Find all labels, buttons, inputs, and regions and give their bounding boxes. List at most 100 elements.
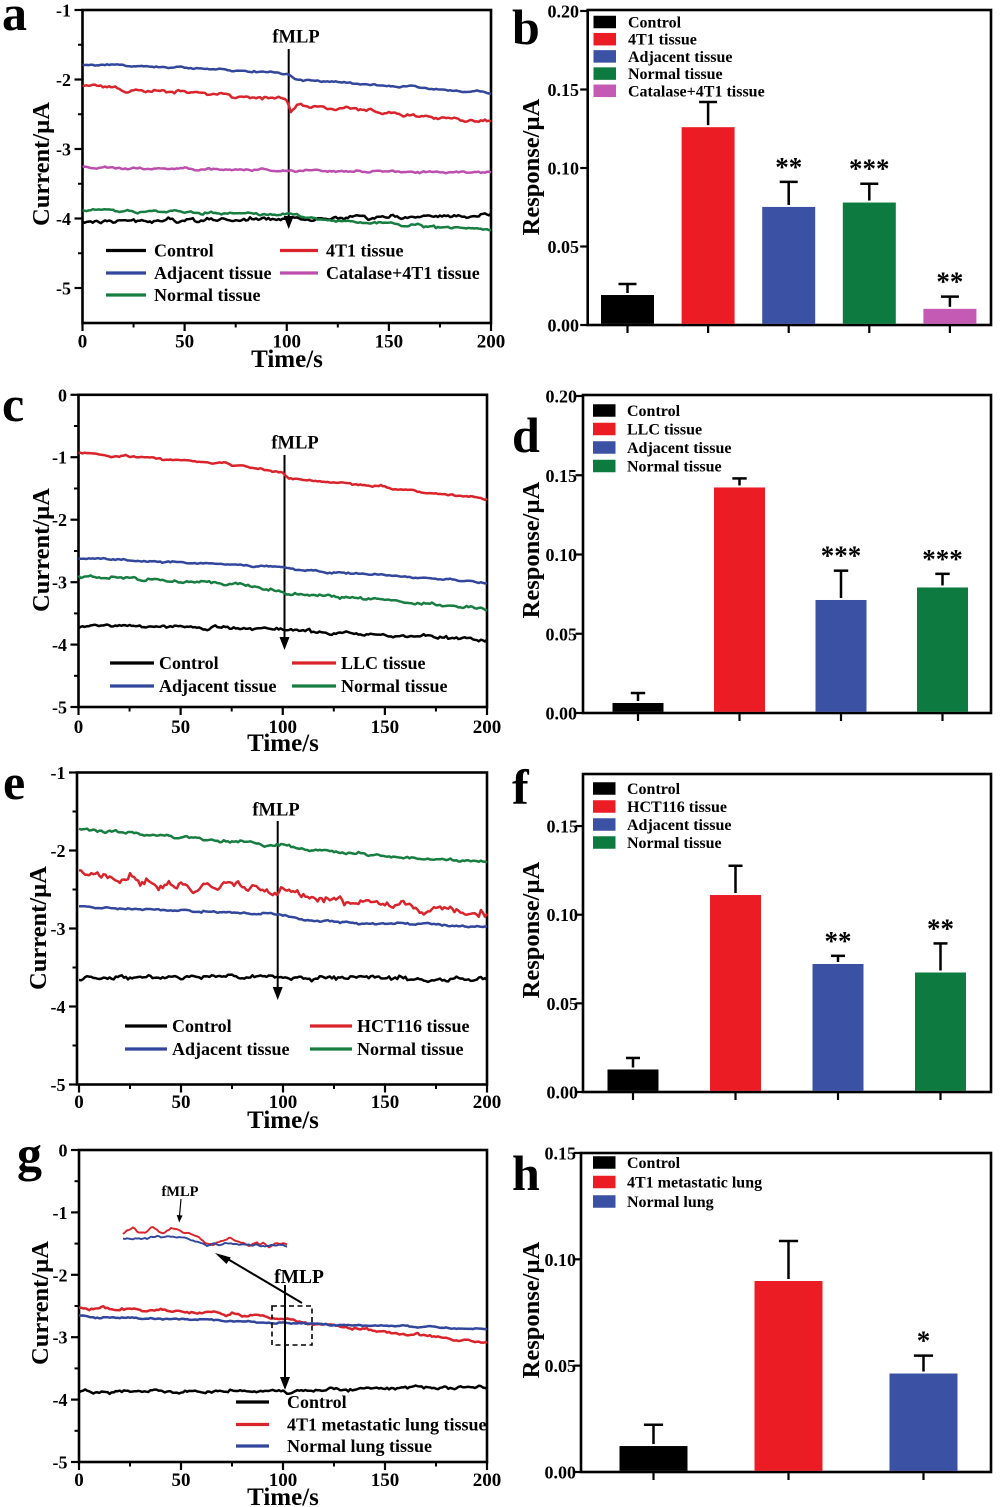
svg-text:fMLP: fMLP [161,1184,198,1200]
svg-text:200: 200 [473,717,502,738]
svg-text:g: g [17,1126,42,1182]
svg-text:200: 200 [473,1092,502,1113]
svg-text:Adjacent tissue: Adjacent tissue [627,440,731,457]
svg-text:Time/s: Time/s [247,730,319,757]
svg-text:0.15: 0.15 [547,817,579,837]
svg-text:LLC tissue: LLC tissue [627,422,702,439]
svg-text:Response/µA: Response/µA [518,1241,545,1378]
svg-text:HCT116 tissue: HCT116 tissue [627,799,727,816]
svg-text:4T1 tissue: 4T1 tissue [628,32,697,49]
svg-text:-2: -2 [53,1265,68,1285]
svg-text:100: 100 [269,717,298,738]
svg-text:0.00: 0.00 [548,316,580,336]
svg-text:-5: -5 [56,279,71,299]
svg-text:Catalase+4T1 tissue: Catalase+4T1 tissue [628,83,765,100]
svg-text:Time/s: Time/s [247,1107,319,1134]
svg-text:50: 50 [171,717,190,738]
svg-text:c: c [2,376,24,432]
svg-text:200: 200 [477,332,506,353]
svg-text:0.05: 0.05 [548,237,580,257]
svg-text:4T1 metastatic lung tissue: 4T1 metastatic lung tissue [287,1415,487,1435]
svg-text:0.00: 0.00 [546,704,578,724]
svg-text:200: 200 [473,1470,502,1491]
svg-text:0.00: 0.00 [545,1463,577,1483]
svg-text:Time/s: Time/s [247,1484,319,1507]
svg-text:Normal tissue: Normal tissue [357,1039,464,1059]
svg-text:***: *** [821,541,862,571]
svg-text:fMLP: fMLP [252,801,299,821]
svg-text:-1: -1 [51,763,66,783]
svg-text:Control: Control [627,403,681,420]
svg-text:Catalase+4T1 tissue: Catalase+4T1 tissue [326,263,480,283]
svg-text:150: 150 [375,332,404,353]
svg-text:Normal lung: Normal lung [627,1194,714,1211]
svg-text:-4: -4 [53,1390,68,1410]
svg-text:-3: -3 [52,573,67,593]
svg-text:Normal tissue: Normal tissue [627,459,722,476]
svg-text:Adjacent tissue: Adjacent tissue [627,817,731,834]
svg-text:Adjacent tissue: Adjacent tissue [159,676,277,696]
svg-text:-3: -3 [53,1328,68,1348]
svg-text:**: ** [825,926,852,956]
svg-text:fMLP: fMLP [272,28,319,48]
svg-text:100: 100 [273,332,302,353]
svg-text:150: 150 [371,1470,400,1491]
svg-text:LLC tissue: LLC tissue [341,653,426,673]
svg-text:4T1 metastatic lung: 4T1 metastatic lung [627,1175,762,1192]
svg-text:0.10: 0.10 [545,1250,577,1270]
svg-text:b: b [512,0,540,55]
svg-text:0.05: 0.05 [546,624,578,644]
svg-text:150: 150 [371,717,400,738]
svg-text:0.15: 0.15 [545,1143,577,1163]
svg-text:-2: -2 [56,70,71,90]
svg-text:Current/µA: Current/µA [27,1241,54,1365]
svg-text:***: *** [922,544,963,574]
svg-text:0.10: 0.10 [548,159,580,179]
svg-text:0: 0 [74,1470,84,1491]
svg-text:0.10: 0.10 [547,905,579,925]
svg-text:fMLP: fMLP [271,434,318,454]
svg-text:Adjacent tissue: Adjacent tissue [172,1039,290,1059]
svg-text:50: 50 [172,1470,191,1491]
svg-text:Normal tissue: Normal tissue [341,676,448,696]
svg-text:e: e [3,754,25,810]
svg-text:0: 0 [74,717,84,738]
svg-text:Normal tissue: Normal tissue [627,835,722,852]
svg-text:0.15: 0.15 [546,466,578,486]
svg-text:Response/µA: Response/µA [518,481,545,618]
svg-text:100: 100 [269,1092,298,1113]
svg-text:Current/µA: Current/µA [25,866,52,990]
svg-text:4T1 tissue: 4T1 tissue [326,241,404,261]
svg-text:a: a [2,0,27,41]
svg-text:0: 0 [74,1092,84,1113]
svg-text:Response/µA: Response/µA [518,98,545,235]
svg-text:d: d [512,407,540,463]
svg-text:-1: -1 [53,1203,68,1223]
svg-text:***: *** [849,154,890,184]
svg-text:-4: -4 [52,635,67,655]
svg-text:0.05: 0.05 [545,1356,577,1376]
svg-text:*: * [917,1326,931,1356]
svg-text:0.15: 0.15 [548,80,580,100]
svg-text:-2: -2 [51,841,66,861]
svg-text:Control: Control [287,1392,347,1412]
svg-text:0.05: 0.05 [547,994,579,1014]
svg-text:0: 0 [58,385,67,405]
svg-text:Control: Control [628,15,682,32]
svg-text:HCT116 tissue: HCT116 tissue [357,1016,470,1036]
svg-text:-5: -5 [53,1453,68,1473]
svg-text:50: 50 [175,332,194,353]
svg-text:150: 150 [371,1092,400,1113]
svg-text:-4: -4 [51,997,66,1017]
svg-text:0: 0 [59,1141,68,1161]
svg-text:-3: -3 [56,140,71,160]
svg-text:-2: -2 [52,510,67,530]
svg-text:Current/µA: Current/µA [28,488,55,612]
svg-text:Adjacent tissue: Adjacent tissue [154,263,272,283]
svg-text:h: h [512,1145,540,1201]
svg-text:0.20: 0.20 [546,387,578,407]
svg-text:100: 100 [269,1470,298,1491]
svg-text:-4: -4 [56,209,71,229]
svg-text:Control: Control [159,653,219,673]
svg-text:Response/µA: Response/µA [518,861,545,998]
